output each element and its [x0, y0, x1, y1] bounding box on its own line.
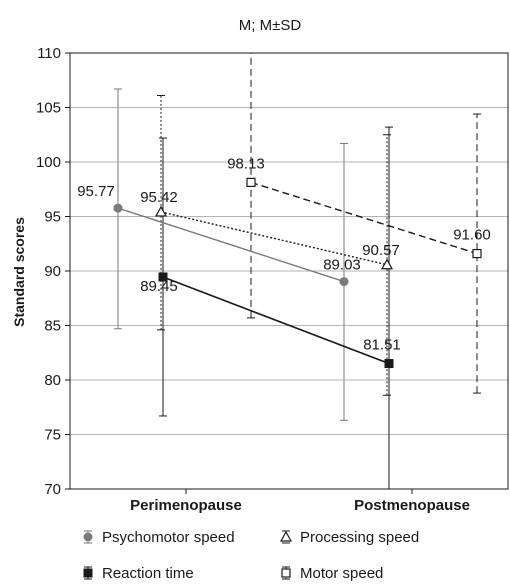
- legend-label: Psychomotor speed: [102, 529, 235, 546]
- series-line: [160, 211, 388, 266]
- y-tick-label: 95: [44, 209, 61, 226]
- series-markers: [113, 177, 482, 369]
- y-tick-label: 90: [44, 263, 61, 280]
- legend-label: Motor speed: [300, 565, 383, 582]
- y-tick-label: 100: [36, 154, 61, 171]
- legend-item: Psychomotor speed: [83, 529, 235, 546]
- data-label: 95.77: [77, 183, 115, 200]
- y-tick-label: 85: [44, 318, 61, 335]
- legend-item: Processing speed: [279, 529, 419, 546]
- legend-item: Motor speed: [281, 565, 383, 582]
- series-lines: [117, 181, 478, 365]
- legend-label: Processing speed: [300, 529, 419, 546]
- data-point: [246, 177, 256, 187]
- data-point: [472, 248, 482, 259]
- data-point: [339, 277, 349, 287]
- y-tick-label: 105: [36, 100, 61, 117]
- data-label: 89.03: [323, 257, 361, 274]
- data-point: [380, 258, 394, 270]
- chart-title: M; M±SD: [239, 17, 302, 34]
- data-point: [154, 205, 168, 217]
- data-label: 95.42: [140, 189, 178, 206]
- x-tick-label: Perimenopause: [130, 497, 242, 514]
- legend: Psychomotor speed Processing speed Reactio…: [83, 529, 419, 582]
- data-labels: 95.77 89.03 95.42 90.57 89.45 81.51 98.13 91.60: [77, 155, 491, 353]
- y-tick-label: 110: [37, 45, 61, 62]
- grid: [70, 107, 508, 435]
- legend-marker-icon: [83, 532, 93, 542]
- legend-marker-icon: [83, 568, 93, 578]
- data-point: [158, 272, 168, 282]
- y-tick-label: 75: [44, 427, 61, 444]
- series-line: [162, 276, 390, 365]
- legend-marker-icon: [281, 568, 291, 578]
- data-label: 89.45: [140, 278, 178, 295]
- data-label: 81.51: [363, 337, 401, 354]
- legend-item: Reaction time: [83, 565, 194, 582]
- series-line: [250, 181, 478, 255]
- data-label: 90.57: [362, 242, 400, 259]
- axes: 70 75 80 85 90 95 100 105 110 Perimenopause Postme…: [36, 45, 509, 514]
- data-label: 98.13: [227, 155, 265, 172]
- y-tick-label: 70: [44, 481, 61, 498]
- data-point: [113, 203, 123, 213]
- legend-marker-icon: [279, 530, 293, 542]
- legend-label: Reaction time: [102, 565, 194, 582]
- data-point: [384, 359, 394, 369]
- series-line: [117, 207, 345, 283]
- x-tick-label: Postmenopause: [354, 497, 470, 514]
- plot-frame: [69, 52, 509, 490]
- y-axis-title: Standard scores: [11, 217, 27, 327]
- data-label: 91.60: [453, 227, 491, 244]
- y-tick-label: 80: [44, 372, 61, 389]
